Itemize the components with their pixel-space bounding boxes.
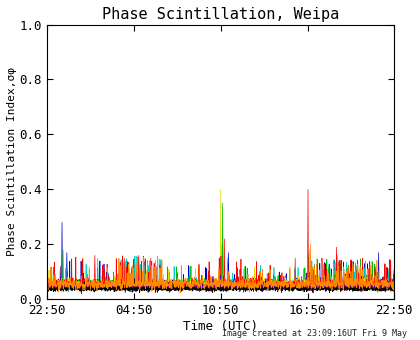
- X-axis label: Time (UTC): Time (UTC): [183, 320, 258, 333]
- Text: Image created at 23:09:16UT Fri 9 May: Image created at 23:09:16UT Fri 9 May: [223, 329, 407, 338]
- Title: Phase Scintillation, Weipa: Phase Scintillation, Weipa: [102, 7, 339, 22]
- Y-axis label: Phase Scintillation Index,σφ: Phase Scintillation Index,σφ: [7, 67, 17, 256]
